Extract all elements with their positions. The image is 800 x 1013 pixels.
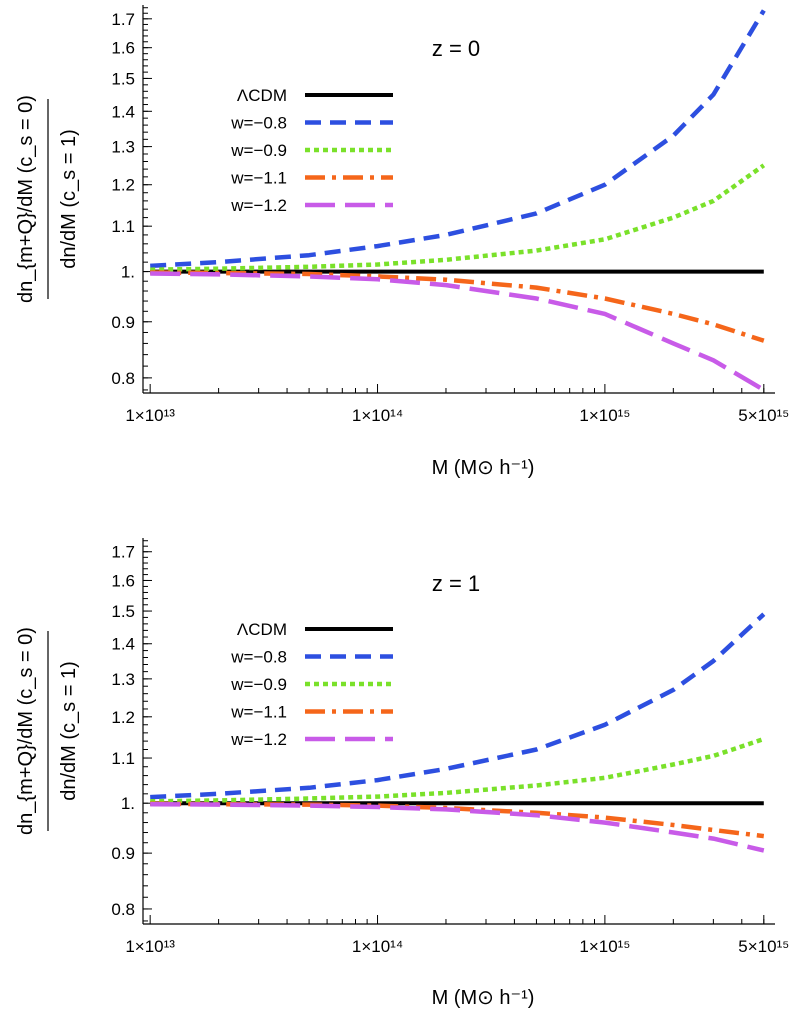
legend-label: w=−1.2 [230, 196, 287, 215]
legend-label: w=−1.1 [230, 703, 287, 722]
series-line [150, 271, 765, 392]
x-tick-label: 5×10¹⁵ [738, 406, 789, 425]
y-axis-title-numerator: dn_{m+Q}/dM (c_s = 0) [15, 95, 37, 303]
y-axis-title-numerator: dn_{m+Q}/dM (c_s = 0) [15, 627, 37, 835]
legend-label: ΛCDM [237, 620, 287, 639]
y-axis-title: dn_{m+Q}/dM (c_s = 0) dn/dM (c_s = 1) [15, 627, 80, 835]
panel-label: z = 0 [432, 36, 480, 61]
y-tick-label: 0.9 [111, 844, 135, 863]
series-line [150, 801, 765, 839]
y-tick-label: 1.3 [111, 138, 135, 157]
legend-label: w=−0.9 [230, 141, 287, 160]
y-tick-label: 1.5 [111, 602, 135, 621]
y-axis-title-denominator: dn/dM (c_s = 1) [58, 661, 80, 801]
y-tick-label: 0.8 [111, 369, 135, 388]
x-tick-label: 1×10¹⁴ [352, 406, 403, 425]
y-tick-label: 1.2 [111, 708, 135, 727]
x-tick-label: 1×10¹⁵ [579, 406, 630, 425]
x-axis-title: M (M⊙ h⁻¹) [432, 987, 535, 1009]
x-tick-label: 5×10¹⁵ [738, 937, 789, 956]
y-tick-label: 1.3 [111, 670, 135, 689]
series-line [150, 163, 766, 272]
y-tick-label: 1.7 [111, 543, 135, 562]
legend-label: w=−0.9 [230, 675, 287, 694]
legend-label: w=−0.8 [230, 648, 287, 667]
x-tick-label: 1×10¹³ [125, 406, 175, 425]
series-line [150, 612, 766, 800]
panel-label: z = 1 [432, 571, 480, 596]
y-tick-label: 1. [121, 794, 135, 813]
y-tick-label: 1.2 [111, 176, 135, 195]
chart-panel-z0: 1×10¹³ 1×10¹⁴ 1×10¹⁵ 5×10¹⁵ 0.8 0.9 1. 1.1 1.2 1.… [15, 5, 789, 479]
y-axis-title-denominator: dn/dM (c_s = 1) [58, 129, 80, 269]
y-tick-label: 1.7 [111, 10, 135, 29]
y-axis-title: dn_{m+Q}/dM (c_s = 0) dn/dM (c_s = 1) [15, 95, 80, 303]
y-tick-label: 1.6 [111, 39, 135, 58]
y-tick-label: 1. [121, 263, 135, 282]
legend-label: w=−1.2 [230, 730, 287, 749]
x-tick-label: 1×10¹⁵ [579, 937, 630, 956]
series-line [150, 801, 765, 853]
y-tick-label: 1.4 [111, 635, 135, 654]
y-tick-label: 1.6 [111, 571, 135, 590]
y-tick-label: 1.1 [111, 217, 135, 236]
legend-label: w=−1.1 [230, 169, 287, 188]
chart-panel-z1: 1×10¹³ 1×10¹⁴ 1×10¹⁵ 5×10¹⁵ 0.8 0.9 1. 1.1 1.2 1.… [15, 538, 789, 1009]
y-tick-label: 1.5 [111, 69, 135, 88]
legend-label: ΛCDM [237, 86, 287, 105]
y-tick-label: 1.4 [111, 102, 135, 121]
x-tick-label: 1×10¹³ [125, 937, 175, 956]
series-line [150, 270, 765, 343]
y-tick-label: 0.8 [111, 900, 135, 919]
legend-label: w=−0.8 [230, 114, 287, 133]
series-line [150, 9, 766, 269]
y-tick-label: 0.9 [111, 313, 135, 332]
x-axis-title: M (M⊙ h⁻¹) [432, 457, 535, 479]
y-tick-label: 1.1 [111, 749, 135, 768]
x-tick-label: 1×10¹⁴ [352, 937, 403, 956]
